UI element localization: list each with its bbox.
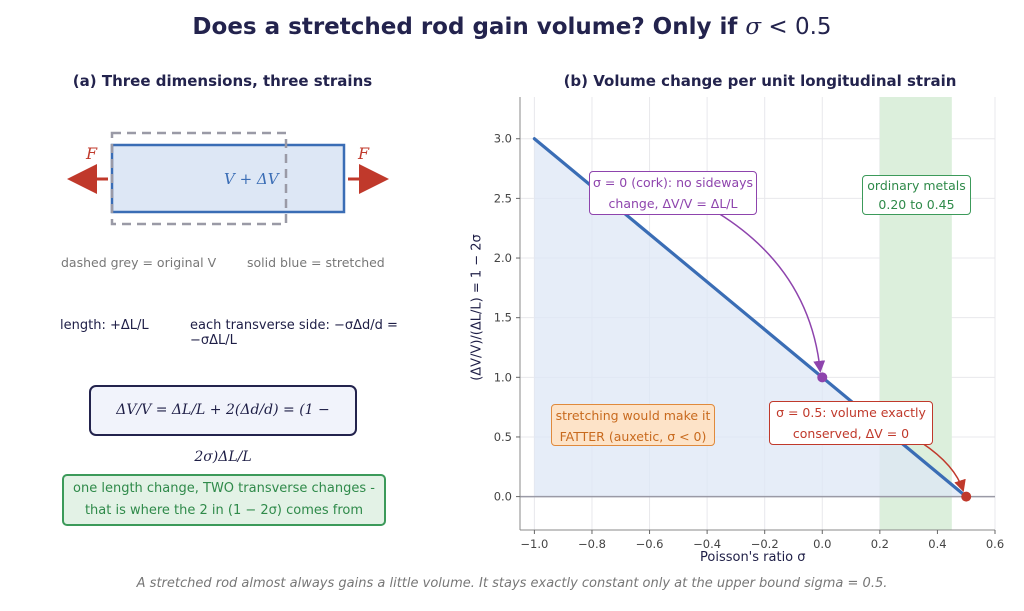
cork-point [817, 372, 828, 383]
volume-formula: ΔV/V = ΔL/L + 2(Δd/d) = (1 − 2σ)ΔL/L [116, 402, 330, 465]
volume-label: V + ΔV [224, 170, 279, 188]
legend-solid: solid blue = stretched [247, 255, 385, 270]
y-tick-label: 1.0 [494, 370, 512, 384]
bound-annotation-line-1: σ = 0.5: volume exactly [776, 405, 926, 420]
note-line-1: one length change, TWO transverse change… [73, 481, 375, 496]
y-tick-label: 0.5 [494, 430, 512, 444]
y-tick-label: 0.0 [494, 490, 512, 504]
auxetic-annotation-line-1: stretching would make it [555, 408, 711, 423]
cork-annotation: σ = 0 (cork): no sideways change, ΔV/V =… [589, 171, 757, 215]
x-tick-label: −0.2 [751, 537, 779, 551]
legend-dashed: dashed grey = original V [61, 255, 217, 270]
figure-caption: A stretched rod almost always gains a li… [136, 576, 888, 591]
y-tick-label: 3.0 [494, 132, 512, 146]
cork-annotation-line-1: σ = 0 (cork): no sideways [592, 175, 754, 190]
metals-annotation-line-2: 0.20 to 0.45 [878, 197, 955, 212]
length-strain-text: length: +ΔL/L [60, 318, 149, 333]
title-bound: < 0.5 [761, 14, 832, 40]
x-tick-label: −1.0 [520, 537, 548, 551]
title-symbol: σ [745, 14, 762, 40]
x-tick-label: −0.4 [693, 537, 721, 551]
x-tick-label: −0.6 [636, 537, 664, 551]
left-force-label: F [86, 144, 98, 163]
y-tick-label: 1.5 [494, 311, 512, 325]
bound-arrow [921, 442, 966, 493]
x-tick-label: 0.0 [813, 537, 831, 551]
bound-point [961, 491, 972, 502]
y-tick-label: 2.5 [494, 191, 512, 205]
cork-arrow [717, 212, 826, 373]
original-rod-outline [110, 131, 288, 226]
auxetic-annotation: stretching would make it FATTER (auxetic… [551, 404, 715, 446]
panel-b-title: (b) Volume change per unit longitudinal … [563, 72, 957, 90]
y-tick-label: 2.0 [494, 251, 512, 265]
x-axis-label: Poisson's ratio σ [700, 550, 806, 565]
title-text: Does a stretched rod gain volume? Only i… [192, 14, 746, 40]
explanation-note: one length change, TWO transverse change… [62, 474, 386, 526]
x-tick-label: 0.6 [986, 537, 1004, 551]
auxetic-annotation-line-2: FATTER (auxetic, σ < 0) [559, 429, 707, 444]
panel-a-title: (a) Three dimensions, three strains [72, 72, 373, 90]
x-tick-label: 0.4 [928, 537, 946, 551]
transverse-strain-text: each transverse side: −σΔd/d = −σΔL/L [190, 318, 398, 348]
main-title: Does a stretched rod gain volume? Only i… [0, 14, 1024, 40]
metals-annotation-line-1: ordinary metals [867, 178, 966, 193]
note-line-2: that is where the 2 in (1 − 2σ) comes fr… [84, 503, 364, 518]
right-force-label: F [358, 144, 370, 163]
y-axis-label: (ΔV/V)/(ΔL/L) = 1 − 2σ [469, 234, 485, 381]
rod-diagram [67, 131, 389, 226]
bound-annotation-line-2: conserved, ΔV = 0 [792, 426, 910, 441]
volume-formula-box: ΔV/V = ΔL/L + 2(Δd/d) = (1 − 2σ)ΔL/L [89, 385, 357, 465]
x-tick-label: 0.2 [871, 537, 889, 551]
bound-annotation: σ = 0.5: volume exactly conserved, ΔV = … [769, 401, 933, 445]
x-tick-label: −0.8 [578, 537, 606, 551]
metals-annotation: ordinary metals 0.20 to 0.45 [862, 175, 971, 215]
cork-annotation-line-2: change, ΔV/V = ΔL/L [608, 196, 738, 211]
